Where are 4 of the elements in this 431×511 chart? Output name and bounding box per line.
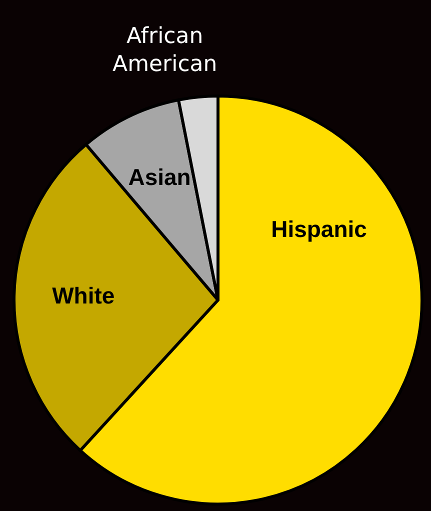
slice-label: Asian xyxy=(128,164,191,190)
slice-label: White xyxy=(52,282,115,309)
slice-label: Hispanic xyxy=(271,216,368,242)
slice-label: African American xyxy=(112,24,218,78)
